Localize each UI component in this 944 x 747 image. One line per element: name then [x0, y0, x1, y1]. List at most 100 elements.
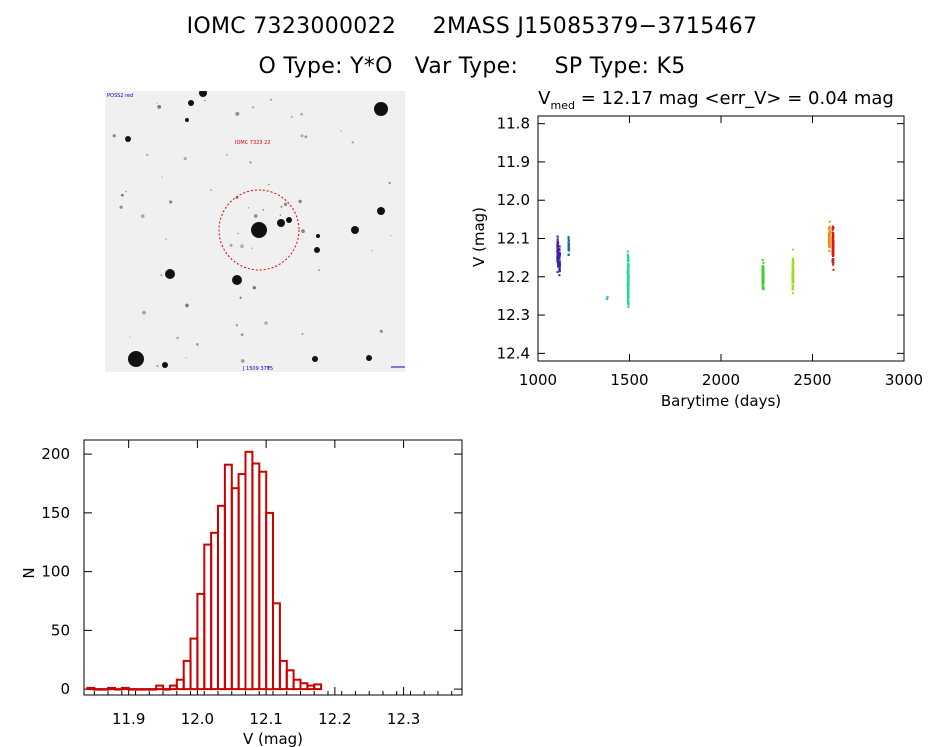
y-tick-label: 12.4 — [497, 344, 530, 362]
data-point — [556, 245, 559, 247]
iomc-id: IOMC 7323000022 — [186, 14, 397, 39]
histogram-bar — [113, 688, 123, 691]
star — [229, 243, 233, 247]
data-point — [761, 278, 764, 281]
data-point — [792, 262, 794, 265]
histogram-bar — [272, 602, 281, 691]
light-curve-chart: Vmed = 12.17 mag <err_V> = 0.04 mag 1000… — [470, 88, 923, 410]
star — [128, 351, 144, 367]
star — [266, 365, 270, 369]
data-point — [627, 302, 629, 305]
star — [351, 141, 354, 144]
data-point — [791, 288, 794, 291]
star — [196, 343, 199, 346]
star — [235, 111, 240, 116]
data-point — [831, 231, 834, 234]
data-point — [832, 237, 834, 240]
star — [312, 356, 318, 362]
data-point — [761, 280, 764, 283]
x-tick-label: 1500 — [610, 371, 648, 389]
data-point — [627, 263, 630, 266]
data-point — [558, 254, 561, 257]
y-tick-label: 0 — [60, 680, 70, 698]
star — [162, 362, 168, 368]
histogram-y-axis-label: N — [20, 567, 38, 578]
star — [210, 189, 212, 191]
data-point — [556, 249, 559, 252]
data-point — [567, 253, 570, 256]
star — [316, 234, 320, 238]
data-point — [627, 267, 630, 270]
data-point — [556, 251, 559, 254]
star — [251, 247, 253, 250]
star — [351, 226, 359, 234]
image-bottom-label: J 1509 3715 — [242, 366, 273, 372]
data-point — [831, 261, 834, 264]
data-point — [761, 259, 764, 261]
data-point — [762, 261, 765, 264]
histogram-bar — [134, 688, 144, 691]
data-point — [558, 245, 561, 248]
star — [374, 102, 388, 116]
data-point — [832, 244, 835, 247]
y-tick-label: 12.1 — [497, 230, 530, 248]
data-point — [828, 238, 831, 241]
star — [304, 135, 308, 139]
data-point — [827, 240, 830, 243]
x-tick-label: 12.0 — [181, 710, 214, 728]
star — [169, 200, 173, 204]
star — [161, 176, 163, 178]
chart-title-ids: IOMC 7323000022 2MASS J15085379−3715467 — [0, 14, 944, 39]
data-point — [791, 272, 794, 274]
light-curve-plot-area — [537, 115, 905, 362]
star-field — [112, 91, 392, 369]
data-point — [568, 247, 570, 250]
data-point — [558, 268, 561, 270]
twomass-id: 2MASS J15085379−3715467 — [432, 14, 758, 39]
star — [277, 219, 285, 227]
data-point — [567, 246, 570, 249]
star — [165, 269, 175, 279]
star — [301, 229, 305, 234]
data-point — [792, 292, 794, 295]
star — [119, 205, 123, 209]
data-point — [558, 257, 561, 260]
data-point — [627, 283, 630, 286]
y-tick-label: 12.2 — [497, 268, 530, 286]
data-point — [792, 260, 795, 263]
data-point — [831, 241, 834, 244]
star — [183, 157, 187, 161]
light-curve-y-axis-label: V (mag) — [470, 207, 488, 267]
x-tick-label: 3000 — [885, 371, 923, 389]
data-point — [791, 266, 794, 269]
data-point — [831, 228, 834, 231]
data-point — [626, 279, 629, 282]
star — [225, 153, 228, 156]
x-tick-label: 12.1 — [249, 710, 282, 728]
data-point — [832, 263, 835, 266]
data-point — [567, 244, 570, 247]
data-point — [791, 287, 794, 290]
star — [188, 100, 194, 106]
histogram-bar — [292, 678, 302, 691]
data-point — [627, 278, 630, 281]
star — [235, 324, 239, 327]
star — [125, 190, 127, 193]
data-point — [556, 242, 559, 245]
data-point — [761, 284, 764, 287]
x-tick-label: 1000 — [519, 371, 557, 389]
x-tick-label: 2500 — [793, 371, 831, 389]
star — [300, 112, 303, 116]
star — [176, 336, 179, 340]
histogram-x-axis-label: V (mag) — [243, 730, 303, 747]
data-point — [761, 287, 764, 290]
data-point — [627, 296, 630, 299]
star — [237, 232, 239, 234]
data-point — [626, 300, 629, 303]
star — [301, 333, 304, 335]
histogram-bar — [251, 462, 261, 691]
y-tick-label: 11.9 — [497, 153, 530, 171]
star — [280, 205, 283, 208]
data-point — [627, 280, 629, 283]
data-point — [827, 234, 830, 237]
